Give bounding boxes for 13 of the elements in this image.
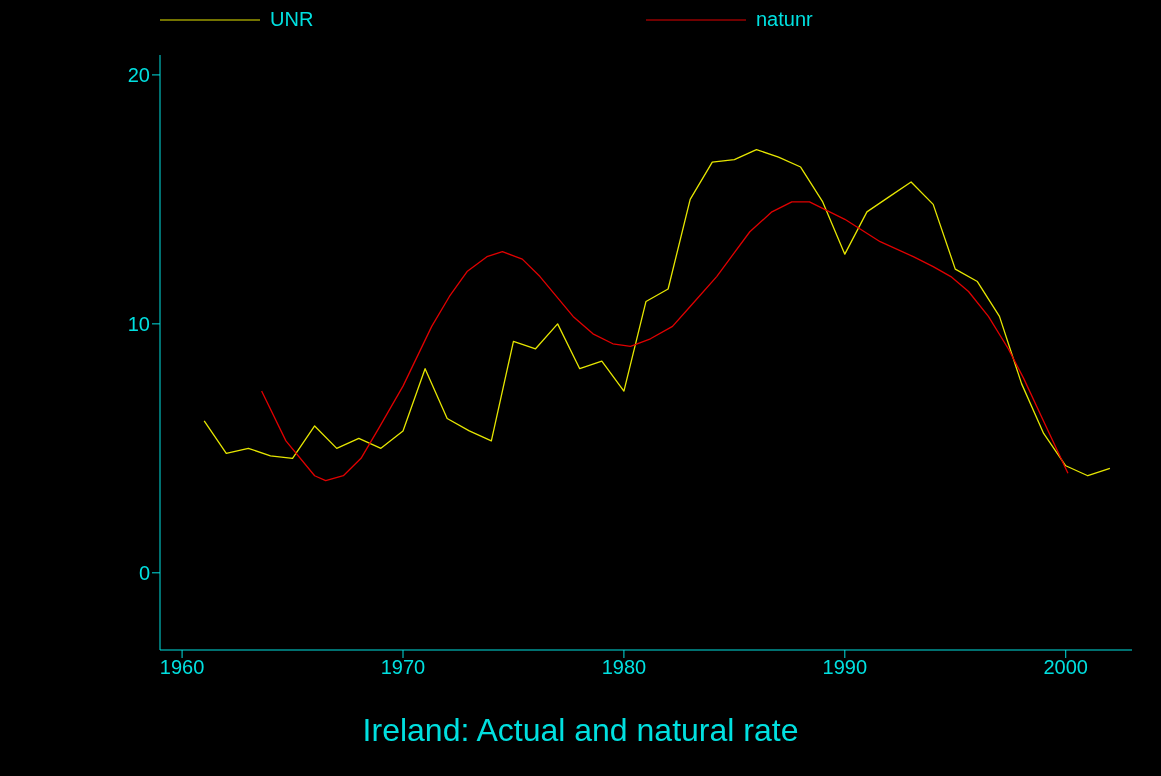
line-series — [260, 201, 1069, 482]
x-tick-label: 1970 — [380, 656, 426, 679]
line-series — [203, 148, 1111, 477]
x-tick-label: 1990 — [822, 656, 868, 679]
y-tick-label: 10 — [127, 312, 150, 335]
x-tick-label: 1980 — [601, 656, 647, 679]
legend-label: UNR — [270, 8, 314, 31]
x-tick-label: 1960 — [159, 656, 205, 679]
y-tick-label: 20 — [127, 64, 150, 87]
legend-label: natunr — [756, 8, 813, 31]
text: Ireland: Actual and natural rate — [361, 712, 800, 749]
y-tick-label: 0 — [138, 561, 150, 584]
x-tick-label: 2000 — [1043, 656, 1088, 679]
